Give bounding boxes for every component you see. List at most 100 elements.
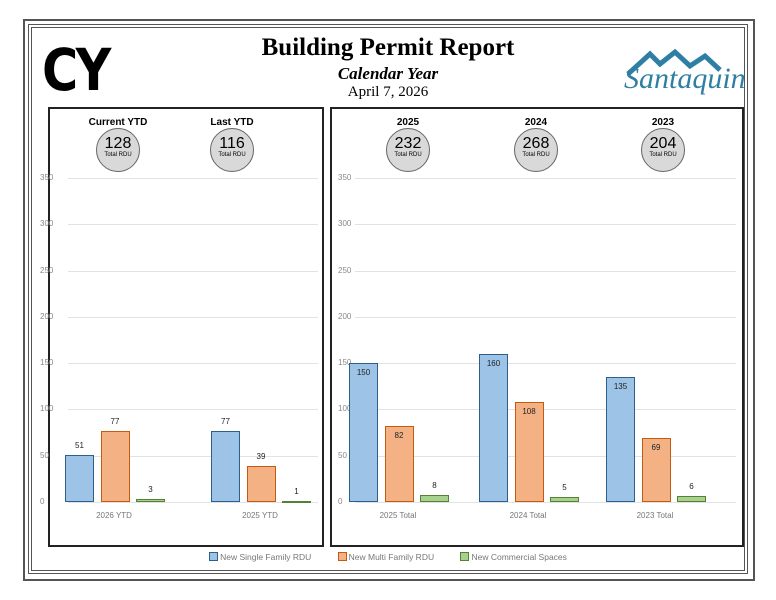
bar-single [606, 377, 635, 502]
y-tick-label: 200 [338, 311, 352, 321]
category-label: 2025 Total [379, 511, 417, 520]
y-tick-label: 350 [40, 173, 54, 182]
legend-label: New Multi Family RDU [348, 552, 435, 562]
data-label: 77 [110, 416, 120, 426]
gridline [68, 502, 318, 503]
summary-header: 2024 [524, 117, 548, 128]
data-label: 6 [689, 482, 694, 492]
y-tick-label: 0 [338, 497, 343, 506]
ytd-panel [48, 107, 324, 547]
y-tick-label: 150 [338, 358, 352, 368]
cy-badge: CY [42, 36, 111, 104]
total-rdu-label: Total RDU [104, 152, 132, 158]
page-subtitle: Calendar Year [337, 64, 439, 83]
total-rdu-label: Total RDU [649, 152, 677, 158]
bar-single [479, 353, 508, 502]
mountain-icon [626, 48, 722, 76]
data-label: 150 [356, 368, 371, 378]
data-label: 39 [256, 451, 266, 461]
summary-header: Last YTD [210, 117, 254, 128]
gridline [355, 224, 736, 226]
legend-item-multi: New Multi Family RDU [337, 552, 435, 562]
data-label: 3 [148, 485, 153, 495]
total-rdu-circle: 128 Total RDU [96, 128, 140, 172]
total-rdu-value: 204 [649, 135, 677, 152]
category-label: 2026 YTD [96, 511, 132, 520]
legend-label: New Commercial Spaces [471, 552, 567, 562]
gridline [68, 455, 318, 457]
bar-commercial [282, 501, 311, 504]
legend-item-commercial: New Commercial Spaces [460, 552, 567, 562]
bar-commercial [677, 496, 706, 502]
gridline [355, 270, 736, 272]
total-rdu-circle: 268 Total RDU [514, 128, 558, 172]
y-tick-label: 50 [40, 450, 49, 460]
bar-multi [246, 465, 276, 502]
santaquin-logo: Santaquin [620, 48, 746, 102]
y-tick-label: 200 [40, 311, 54, 321]
data-label: 135 [613, 382, 628, 392]
data-label: 1 [294, 487, 299, 497]
outer-frame [23, 19, 755, 581]
summary-header: 2025 [396, 117, 420, 128]
y-tick-label: 250 [40, 265, 54, 275]
data-label: 77 [221, 416, 230, 426]
gridline [355, 178, 736, 179]
page-title: Building Permit Report [261, 34, 515, 61]
data-label: 82 [394, 431, 404, 441]
gridline [68, 363, 318, 365]
gridline [355, 363, 736, 365]
gridline [68, 270, 318, 272]
report-date: April 7, 2026 [347, 84, 429, 100]
y-tick-label: 0 [40, 497, 45, 506]
total-rdu-value: 268 [522, 135, 550, 152]
legend-label: New Single Family RDU [220, 552, 312, 562]
gridline [355, 455, 736, 457]
y-tick-label: 100 [40, 404, 54, 414]
bar-single [65, 454, 94, 502]
data-label: 69 [651, 443, 661, 453]
bar-multi [384, 426, 414, 502]
total-rdu-value: 128 [104, 135, 132, 152]
data-label: 160 [486, 358, 501, 368]
y-tick-label: 50 [338, 450, 347, 460]
data-label: 108 [522, 407, 536, 417]
bar-single [349, 363, 378, 502]
category-label: 2023 Total [636, 511, 674, 520]
y-tick-label: 300 [338, 219, 352, 229]
y-tick-label: 300 [40, 219, 54, 229]
gridline [68, 316, 318, 318]
gridline [68, 224, 318, 226]
total-rdu-circle: 232 Total RDU [386, 128, 430, 172]
gridline [355, 502, 736, 503]
y-tick-label: 250 [338, 265, 352, 275]
total-rdu-value: 116 [219, 135, 245, 152]
bar-multi [641, 438, 671, 502]
total-rdu-value: 232 [394, 135, 422, 152]
annual-panel [330, 107, 744, 547]
logo-text: Santaquin [624, 62, 746, 95]
y-tick-label: 150 [40, 358, 54, 368]
inner-frame-2 [31, 27, 745, 571]
summary-header: 2023 [651, 117, 675, 128]
gridline [355, 316, 736, 318]
data-label: 51 [75, 440, 84, 450]
total-rdu-label: Total RDU [394, 152, 422, 158]
legend-item-single: New Single Family RDU [209, 552, 311, 562]
inner-frame [28, 24, 748, 574]
gridline [355, 409, 736, 411]
total-rdu-circle: 204 Total RDU [641, 128, 685, 172]
category-label: 2025 YTD [242, 511, 278, 520]
gridline [68, 178, 318, 179]
total-rdu-circle: 116 Total RDU [210, 128, 254, 172]
bar-commercial [136, 499, 165, 502]
total-rdu-label: Total RDU [522, 152, 550, 158]
y-tick-label: 350 [338, 173, 352, 182]
bar-commercial [420, 494, 449, 502]
gridline [68, 409, 318, 411]
data-label: 5 [562, 483, 567, 493]
bar-multi [100, 430, 130, 502]
legend: New Single Family RDU New Multi Family R… [0, 552, 776, 562]
summary-header: Current YTD [88, 117, 148, 128]
